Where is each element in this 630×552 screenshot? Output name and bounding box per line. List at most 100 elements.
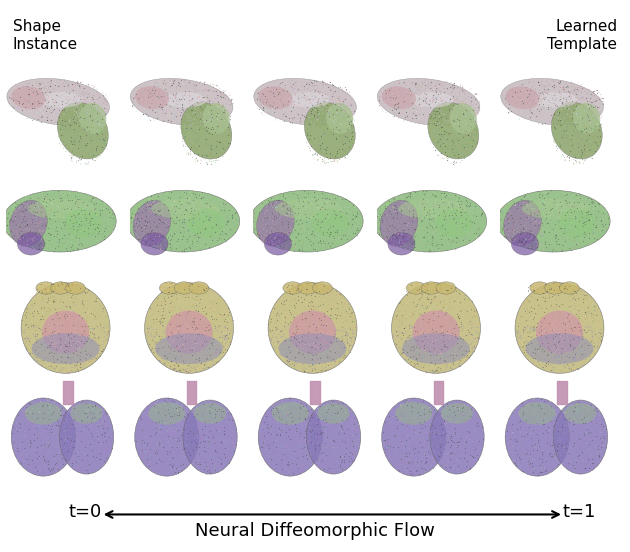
Point <box>231 222 241 231</box>
Point <box>341 407 351 416</box>
Point <box>60 201 70 210</box>
Point <box>205 144 215 152</box>
Point <box>300 281 310 290</box>
Point <box>269 212 279 221</box>
Point <box>94 313 104 322</box>
Point <box>56 333 66 342</box>
Point <box>66 304 76 312</box>
Ellipse shape <box>377 78 480 125</box>
Point <box>45 282 55 290</box>
Point <box>440 116 450 125</box>
Point <box>347 329 357 338</box>
Point <box>355 210 365 219</box>
Point <box>208 313 218 322</box>
Point <box>433 137 444 146</box>
Text: t=1: t=1 <box>563 503 596 521</box>
Point <box>598 437 608 446</box>
Point <box>449 151 459 160</box>
Point <box>426 239 436 248</box>
Point <box>34 99 44 108</box>
Point <box>172 460 182 469</box>
Point <box>432 457 442 465</box>
Point <box>287 301 297 310</box>
Point <box>384 413 394 422</box>
Point <box>450 441 460 450</box>
Point <box>281 210 291 219</box>
Point <box>72 210 83 219</box>
Point <box>471 321 481 330</box>
Point <box>52 238 62 247</box>
Point <box>165 437 175 445</box>
Point <box>354 442 364 451</box>
Point <box>88 442 98 451</box>
Point <box>66 279 76 288</box>
Point <box>211 345 221 354</box>
Point <box>83 125 93 134</box>
Point <box>341 234 352 243</box>
Point <box>14 84 24 93</box>
Ellipse shape <box>373 190 486 252</box>
Point <box>403 427 413 436</box>
Point <box>554 309 564 318</box>
Point <box>224 235 234 243</box>
Point <box>285 317 295 326</box>
Point <box>100 114 110 123</box>
Point <box>432 103 442 112</box>
Point <box>161 412 171 421</box>
Point <box>72 214 83 222</box>
Point <box>162 435 172 444</box>
Point <box>430 219 440 227</box>
Point <box>551 137 561 146</box>
Point <box>302 417 312 426</box>
Point <box>588 464 598 473</box>
Point <box>530 317 540 326</box>
Point <box>80 217 90 226</box>
Point <box>147 438 157 447</box>
Point <box>394 85 404 94</box>
Point <box>63 447 73 455</box>
Point <box>159 107 169 116</box>
Point <box>417 454 427 463</box>
Point <box>335 101 345 110</box>
Point <box>576 302 587 311</box>
Point <box>178 100 188 109</box>
Point <box>437 279 447 288</box>
Point <box>20 223 30 232</box>
Point <box>461 331 471 340</box>
Point <box>268 410 278 418</box>
Point <box>217 147 227 156</box>
Point <box>295 398 306 407</box>
Point <box>414 327 424 336</box>
Point <box>412 348 422 357</box>
Point <box>33 208 43 217</box>
Point <box>455 333 466 342</box>
Point <box>69 409 79 418</box>
Point <box>196 299 206 307</box>
Point <box>205 211 215 220</box>
Point <box>320 116 330 125</box>
Point <box>86 337 96 346</box>
Point <box>309 198 319 206</box>
Point <box>160 283 170 292</box>
Point <box>574 282 584 291</box>
Point <box>85 222 95 231</box>
Ellipse shape <box>406 282 426 294</box>
Point <box>289 447 299 455</box>
Point <box>38 339 48 348</box>
Point <box>530 344 541 353</box>
Point <box>64 325 74 333</box>
Point <box>546 192 556 201</box>
Point <box>329 332 339 341</box>
Point <box>261 426 272 434</box>
Point <box>265 227 275 236</box>
Point <box>381 94 391 103</box>
Point <box>91 108 101 117</box>
Point <box>312 413 322 422</box>
Point <box>425 189 435 198</box>
Point <box>529 349 539 358</box>
Point <box>160 296 170 305</box>
Point <box>288 246 298 254</box>
Point <box>517 455 527 464</box>
Point <box>534 314 544 322</box>
Point <box>14 96 24 105</box>
